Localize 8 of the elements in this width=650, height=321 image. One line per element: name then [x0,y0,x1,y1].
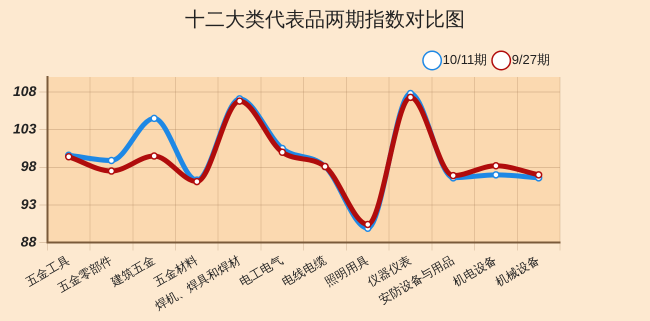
y-tick-label: 93 [20,196,37,212]
y-tick-label: 88 [20,233,37,250]
legend-label: 10/11期 [442,52,488,68]
y-tick-label: 108 [13,82,37,99]
y-tick-label: 103 [13,120,37,137]
chart-title: 十二大类代表品两期指数对比图 [184,6,466,33]
legend-label: 9/27期 [512,52,550,68]
y-tick-label: 98 [20,158,37,174]
